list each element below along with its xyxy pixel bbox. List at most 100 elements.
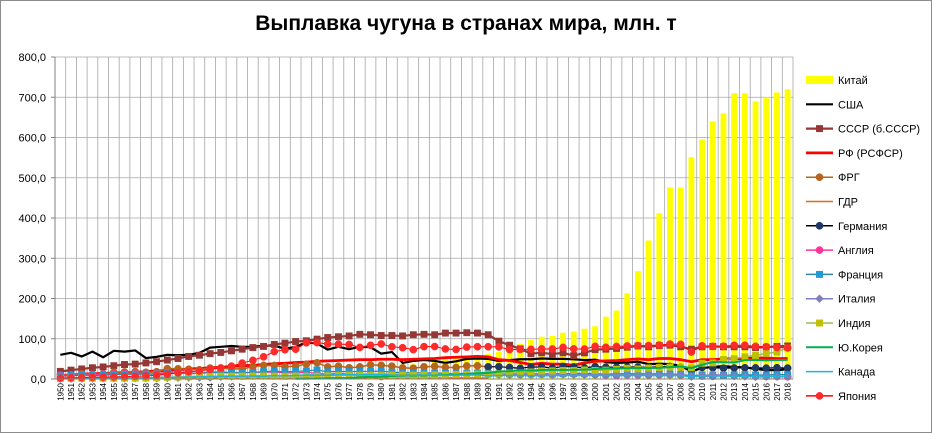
legend-label: Франция (838, 269, 883, 281)
x-tick-label: 2017 (773, 382, 782, 400)
series-point (473, 361, 482, 370)
legend-label: Ю.Корея (838, 342, 883, 354)
series-point (228, 347, 235, 355)
series-point (67, 373, 75, 382)
x-tick-label: 2015 (752, 382, 761, 400)
series-point (99, 363, 107, 371)
series-point (527, 345, 535, 354)
series-point (430, 342, 439, 351)
bar-china (634, 271, 641, 379)
legend-marker (816, 319, 823, 327)
x-tick-label: 1962 (185, 382, 194, 400)
series-point (259, 352, 268, 361)
x-tick-label: 1990 (484, 382, 493, 400)
chart-title: Выплавка чугуна в странах мира, млн. т (255, 12, 677, 35)
x-tick-label: 1973 (302, 382, 311, 400)
series-point (259, 361, 268, 370)
series-point (762, 364, 771, 372)
x-tick-label: 2001 (602, 382, 611, 400)
y-tick-label: 300,0 (18, 253, 46, 265)
series-point (473, 342, 482, 351)
series-point (292, 338, 300, 346)
x-tick-label: 2006 (655, 382, 664, 400)
series-point (313, 338, 321, 347)
series-point (452, 345, 460, 354)
series-point (323, 340, 332, 348)
legend-label: США (838, 99, 864, 111)
x-tick-label: 1958 (142, 382, 151, 400)
series-point (420, 342, 428, 351)
x-tick-label: 1965 (217, 382, 226, 400)
series-point (131, 360, 139, 368)
x-tick-label: 2004 (634, 382, 643, 400)
series-point (623, 342, 632, 350)
legend-marker (816, 270, 823, 278)
legend-label: Китай (838, 75, 868, 87)
series-point (249, 356, 257, 365)
series-point (142, 359, 150, 367)
y-tick-label: 100,0 (18, 334, 46, 346)
series-point (249, 344, 257, 352)
legend-item: Ю.Корея (806, 342, 883, 354)
series-point (752, 352, 760, 359)
legend-label: Германия (838, 221, 887, 233)
x-tick-label: 1993 (516, 382, 525, 400)
x-tick-label: 1991 (495, 382, 504, 400)
x-tick-label: 1994 (527, 382, 536, 400)
bar-china (624, 293, 631, 379)
series-point (569, 345, 578, 353)
legend-item: Франция (806, 269, 883, 281)
series-point (463, 329, 471, 337)
series-point (559, 343, 567, 352)
series-point (580, 345, 589, 353)
x-tick-label: 1995 (538, 382, 547, 400)
bar-china (774, 92, 780, 380)
series-point (142, 372, 150, 380)
series-point (377, 332, 385, 339)
series-12 (60, 373, 788, 379)
series-point (174, 355, 182, 362)
x-tick-label: 1954 (99, 382, 108, 400)
series-point (698, 342, 706, 350)
series-point (238, 345, 246, 353)
x-tick-label: 1975 (324, 382, 333, 400)
series-point (441, 363, 450, 372)
series-point (302, 360, 311, 369)
legend: Китай США СССР (б.СССР) РФ (РСФСР) ФРГ ГДР Гер… (806, 75, 920, 403)
legend-item: США (806, 99, 864, 111)
series-point (398, 343, 407, 352)
series-point (216, 364, 225, 372)
series-point (634, 341, 642, 350)
bar-china (699, 139, 706, 379)
x-tick-label: 1960 (163, 382, 172, 400)
bar-china (677, 187, 684, 379)
series-point (399, 332, 407, 340)
series-point (719, 364, 728, 373)
legend-item: Япония (806, 391, 876, 403)
series-point (77, 373, 86, 382)
x-tick-label: 2014 (741, 382, 750, 400)
bar-china (709, 121, 716, 380)
bar-china (688, 157, 695, 379)
series-point (270, 347, 279, 356)
x-tick-label: 1985 (431, 382, 440, 400)
y-tick-label: 0,0 (31, 374, 46, 386)
series-point (741, 363, 749, 372)
series-point (366, 341, 375, 350)
x-tick-label: 2018 (784, 382, 793, 400)
legend-marker (815, 173, 824, 182)
bar-china (656, 213, 663, 379)
bar-china (763, 97, 770, 379)
legend-label: Япония (838, 391, 876, 403)
series-point (612, 342, 621, 351)
series-point (238, 359, 247, 367)
legend-item: Англия (806, 245, 874, 257)
series-point (334, 340, 343, 348)
series-point (708, 342, 717, 351)
x-tick-label: 2008 (677, 382, 686, 400)
series-point (484, 342, 493, 351)
series-point (484, 370, 492, 378)
x-tick-label: 1956 (121, 382, 130, 400)
x-tick-label: 1976 (334, 382, 343, 400)
x-tick-label: 1959 (153, 382, 162, 400)
